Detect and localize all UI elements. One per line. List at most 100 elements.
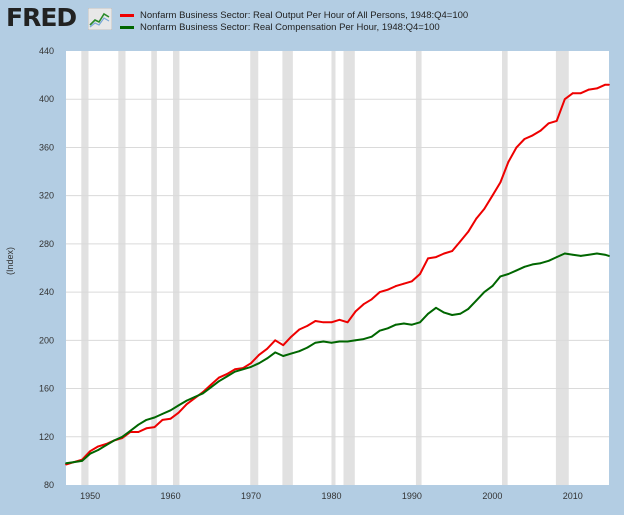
series-0-point-41: [394, 285, 397, 287]
series-0-point-59: [539, 129, 542, 132]
series-0-point-39: [378, 291, 381, 294]
series-1-point-28: [290, 352, 293, 355]
series-1-point-68: [608, 255, 610, 257]
recession-band-5: [282, 51, 293, 485]
y-tick-label-240: 240: [39, 287, 54, 297]
series-1-point-27: [282, 355, 285, 357]
series-1-point-43: [411, 323, 413, 326]
recession-band-8: [415, 51, 422, 485]
series-0-point-26: [274, 339, 277, 342]
series-0-point-55: [507, 161, 510, 163]
series-1-point-39: [378, 329, 381, 332]
series-0-point-48: [451, 250, 454, 253]
legend-label-compensation: Nonfarm Business Sector: Real Compensati…: [140, 21, 440, 33]
recession-band-3: [172, 51, 180, 485]
series-1-point-51: [475, 299, 478, 302]
series-1-point-14: [177, 404, 180, 407]
legend-label-output: Nonfarm Business Sector: Real Output Per…: [140, 9, 469, 21]
series-0-point-29: [298, 328, 301, 331]
series-0-point-57: [523, 138, 526, 140]
series-1-point-61: [555, 256, 558, 259]
series-1-point-63: [571, 253, 574, 256]
series-1-point-50: [467, 308, 470, 310]
series-1-point-62: [563, 252, 566, 255]
series-0-point-33: [330, 321, 333, 324]
y-tick-label-320: 320: [39, 191, 54, 201]
series-1-point-10: [145, 419, 148, 421]
series-1-point-16: [193, 396, 196, 398]
series-1-point-19: [217, 380, 220, 383]
series-1-point-65: [587, 253, 590, 256]
series-1-point-60: [547, 259, 550, 262]
series-0-point-9: [137, 431, 140, 433]
series-1-point-53: [491, 285, 494, 287]
series-0-point-15: [185, 403, 188, 406]
series-1-point-31: [314, 341, 317, 344]
y-tick-label-120: 120: [39, 432, 54, 442]
legend-swatch-compensation: [120, 25, 134, 29]
recession-band-6: [331, 51, 336, 485]
series-0-point-11: [153, 426, 156, 429]
series-0-point-10: [145, 427, 148, 430]
series-1-point-38: [370, 335, 373, 338]
series-1-point-3: [89, 452, 92, 455]
series-0-point-37: [362, 303, 365, 306]
series-1-point-20: [225, 375, 228, 378]
series-0-point-36: [354, 310, 357, 313]
series-0-point-64: [579, 92, 582, 95]
series-1-point-6: [113, 439, 116, 442]
series-0-point-47: [443, 252, 445, 255]
series-1-point-47: [443, 311, 445, 314]
chart-logo-icon: [88, 8, 112, 30]
series-1-point-9: [137, 423, 140, 426]
series-0-point-23: [250, 362, 252, 365]
series-1-point-30: [306, 346, 309, 349]
series-0-point-62: [563, 98, 566, 101]
series-1-point-46: [435, 306, 437, 309]
series-1-point-59: [539, 262, 542, 265]
series-0-point-20: [225, 373, 228, 375]
recession-band-10: [555, 51, 569, 485]
legend-item-output: Nonfarm Business Sector: Real Output Per…: [120, 9, 468, 21]
series-1-point-23: [250, 365, 252, 368]
series-0-point-52: [483, 208, 486, 210]
y-tick-label-360: 360: [39, 142, 54, 152]
series-1-point-17: [201, 392, 204, 395]
series-0-point-38: [370, 298, 373, 301]
chart-legend: Nonfarm Business Sector: Real Output Per…: [120, 9, 468, 33]
x-tick-label-1950: 1950: [80, 491, 100, 501]
series-1-point-7: [121, 435, 124, 438]
y-tick-label-400: 400: [39, 94, 54, 104]
series-1-point-55: [507, 273, 510, 275]
series-1-point-18: [209, 386, 212, 389]
series-1-point-13: [169, 409, 172, 412]
series-0-point-27: [282, 344, 285, 347]
series-0-point-44: [419, 273, 421, 275]
series-0-point-42: [402, 282, 405, 285]
series-1-point-42: [402, 322, 405, 325]
series-1-point-58: [531, 263, 534, 266]
x-tick-label-1960: 1960: [161, 491, 181, 501]
series-1-point-0: [65, 462, 67, 465]
series-0-point-31: [314, 320, 317, 322]
series-0-point-19: [217, 376, 220, 379]
series-0-point-63: [571, 92, 574, 95]
series-0-point-51: [475, 217, 478, 220]
series-0-point-60: [547, 122, 550, 125]
series-0-point-49: [459, 240, 462, 243]
series-0-point-3: [89, 450, 92, 453]
series-1-point-12: [161, 412, 164, 415]
series-1-point-35: [346, 340, 349, 343]
y-tick-label-440: 440: [39, 46, 54, 56]
series-0-point-30: [306, 324, 309, 327]
series-1-point-41: [394, 323, 397, 326]
recession-band-1: [118, 51, 126, 485]
series-0-point-32: [322, 321, 325, 324]
series-1-point-21: [234, 370, 236, 373]
series-1-point-29: [298, 350, 301, 353]
series-0-point-46: [435, 256, 437, 259]
series-0-point-25: [266, 347, 269, 350]
y-tick-label-80: 80: [44, 480, 54, 490]
series-1-point-8: [129, 429, 132, 432]
recession-band-2: [151, 51, 157, 485]
